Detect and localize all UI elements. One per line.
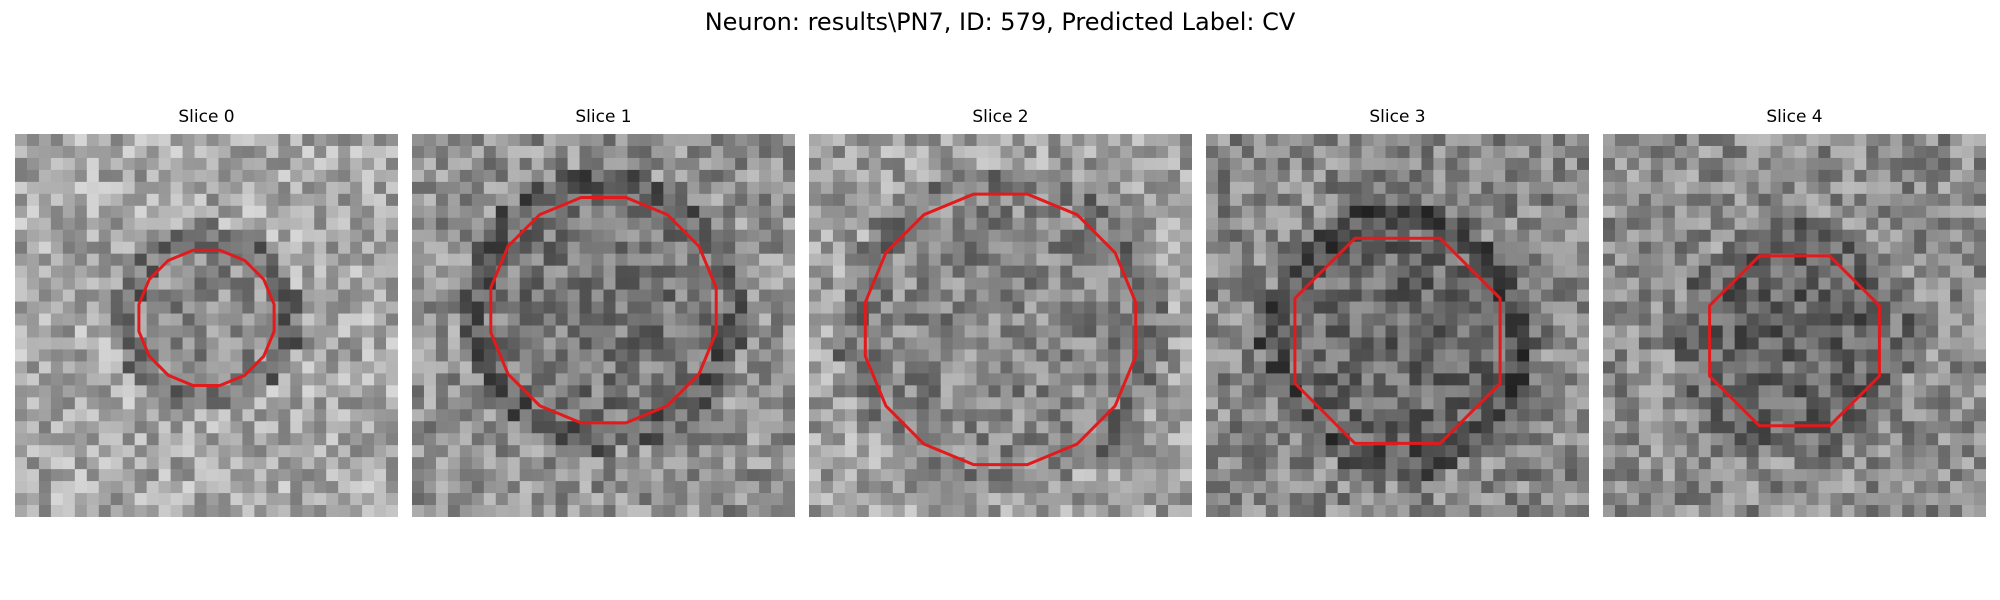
slice-image-1 [412,134,795,517]
slice-title: Slice 0 [178,107,235,127]
segmentation-contour [489,196,718,425]
slice-panel-3: Slice 3 [1206,106,1589,517]
slice-title: Slice 2 [972,107,1029,127]
slice-panel-1: Slice 1 [412,106,795,517]
slice-panel-4: Slice 4 [1603,106,1986,517]
slice-title: Slice 1 [575,107,632,127]
segmentation-contour [137,248,276,387]
slice-image-4 [1603,134,1986,517]
slice-image-3 [1206,134,1589,517]
segmentation-contour [1293,236,1502,445]
slice-image-0 [15,134,398,517]
slice-title: Slice 3 [1369,107,1426,127]
segmentation-contour [1708,254,1881,428]
slice-panel-2: Slice 2 [809,106,1192,517]
figure-title: Neuron: results\PN7, ID: 579, Predicted … [704,8,1296,36]
segmentation-contour [863,192,1138,467]
slice-image-2 [809,134,1192,517]
slice-panel-0: Slice 0 [15,106,398,517]
slice-title: Slice 4 [1766,107,1823,127]
